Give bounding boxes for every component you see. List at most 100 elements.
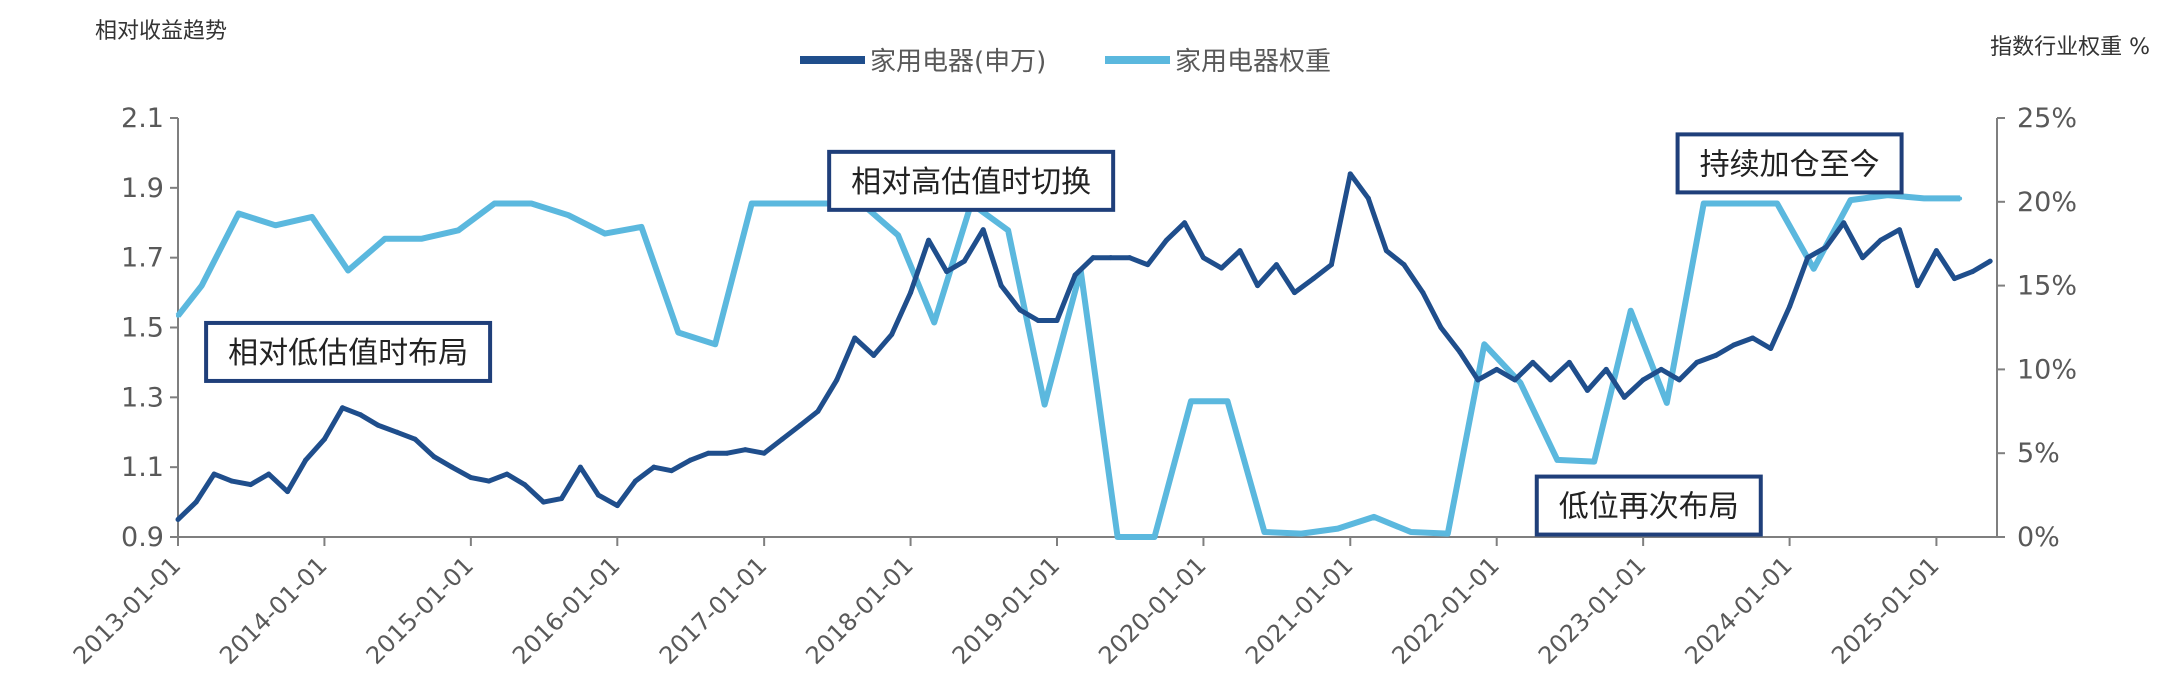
right-y-tick-label: 15% — [2017, 271, 2077, 302]
relative-point — [761, 450, 767, 456]
relative-point — [1805, 255, 1811, 261]
relative-point — [1951, 276, 1957, 282]
relative-point — [1860, 255, 1866, 261]
relative-point — [889, 331, 895, 337]
relative-point — [1603, 366, 1609, 372]
relative-point — [1475, 377, 1481, 383]
x-tick-label: 2015-01-01 — [361, 551, 479, 669]
weight-point — [419, 236, 424, 241]
weight-point — [785, 201, 790, 206]
relative-point — [522, 482, 528, 488]
relative-point — [248, 482, 254, 488]
weight-point — [309, 214, 314, 219]
relative-point — [193, 499, 199, 505]
relative-point — [375, 422, 381, 428]
relative-point — [303, 457, 309, 463]
x-tick-label: 2025-01-01 — [1826, 551, 1944, 669]
weight-point — [1738, 201, 1743, 206]
weight-point — [199, 283, 204, 288]
relative-point — [1310, 276, 1316, 282]
relative-point — [834, 377, 840, 383]
relative-point — [742, 447, 748, 453]
weight-point — [1775, 201, 1780, 206]
series-line-relative — [176, 171, 1992, 522]
weight-point — [1848, 198, 1853, 203]
relative-point — [1328, 262, 1334, 268]
relative-point — [1566, 359, 1572, 365]
x-tick-label: 2017-01-01 — [654, 551, 772, 669]
relative-point — [1970, 269, 1976, 275]
series-lines — [175, 171, 1993, 540]
relative-point — [1420, 290, 1426, 296]
relative-point — [852, 335, 858, 341]
relative-point — [1164, 237, 1170, 243]
relative-point — [1292, 290, 1298, 296]
relative-point — [1383, 248, 1389, 254]
relative-point — [871, 352, 877, 358]
relative-point — [431, 454, 437, 460]
relative-point — [1054, 318, 1060, 324]
right-y-tick-label: 10% — [2017, 354, 2077, 385]
relative-point — [614, 503, 620, 509]
weight-point — [1042, 402, 1047, 407]
relative-point — [577, 464, 583, 470]
weight-point — [1262, 529, 1267, 534]
weight-point — [713, 342, 718, 347]
relative-point — [1731, 342, 1737, 348]
x-tick-label: 2014-01-01 — [214, 551, 332, 669]
relative-point — [1072, 272, 1078, 278]
left-axis-label: 相对收益趋势 — [95, 19, 227, 44]
weight-point — [176, 313, 180, 318]
relative-point — [1915, 283, 1921, 289]
x-tick-label: 2018-01-01 — [800, 551, 918, 669]
relative-point — [1035, 318, 1041, 324]
relative-point — [1676, 377, 1682, 383]
relative-point — [1768, 345, 1774, 351]
weight-point — [1921, 196, 1926, 201]
x-tick-label: 2024-01-01 — [1679, 551, 1797, 669]
weight-point — [1115, 535, 1120, 539]
weight-point — [822, 201, 827, 206]
weight-point — [383, 236, 388, 241]
relative-point — [321, 436, 327, 442]
relative-point — [705, 450, 711, 456]
relative-point — [1584, 387, 1590, 393]
weight-point — [1958, 196, 1963, 201]
weight-point — [346, 268, 351, 273]
relative-point — [1438, 325, 1444, 330]
relative-point — [1218, 265, 1224, 271]
weight-point — [1555, 457, 1560, 462]
weight-point — [1592, 459, 1597, 464]
relative-point — [229, 478, 235, 484]
x-tick-label: 2020-01-01 — [1093, 551, 1211, 669]
relative-point — [412, 436, 418, 442]
left-y-tick-label: 1.5 — [121, 313, 164, 344]
annotation-box — [1675, 132, 1904, 195]
weight-point — [676, 330, 681, 335]
annotation-ann3: 持续加仓至今 — [1675, 132, 1904, 195]
relative-point — [1127, 255, 1133, 261]
weight-point — [1371, 514, 1376, 519]
weight-point — [273, 223, 278, 228]
weight-point — [1225, 399, 1230, 404]
relative-point — [815, 408, 821, 414]
weight-point — [1189, 399, 1194, 404]
annotation-label: 持续加仓至今 — [1700, 147, 1880, 182]
relative-point — [175, 517, 181, 523]
weight-point — [1335, 526, 1340, 531]
relative-point — [595, 492, 601, 498]
left-y-tick-label: 1.9 — [121, 173, 164, 204]
legend-label-weight: 家用电器权重 — [1175, 47, 1331, 77]
right-y-tick-label: 0% — [2017, 522, 2060, 553]
right-y-tick-label: 20% — [2017, 187, 2077, 218]
weight-point — [236, 211, 241, 216]
relative-point — [668, 468, 674, 474]
relative-point — [1017, 307, 1023, 313]
relative-point — [1365, 195, 1371, 201]
series-line-weight — [175, 192, 1961, 540]
relative-point — [632, 478, 638, 484]
relative-point — [1347, 171, 1353, 177]
relative-point — [1787, 304, 1793, 310]
right-y-tick-label: 5% — [2017, 438, 2060, 469]
relative-point — [559, 496, 565, 502]
